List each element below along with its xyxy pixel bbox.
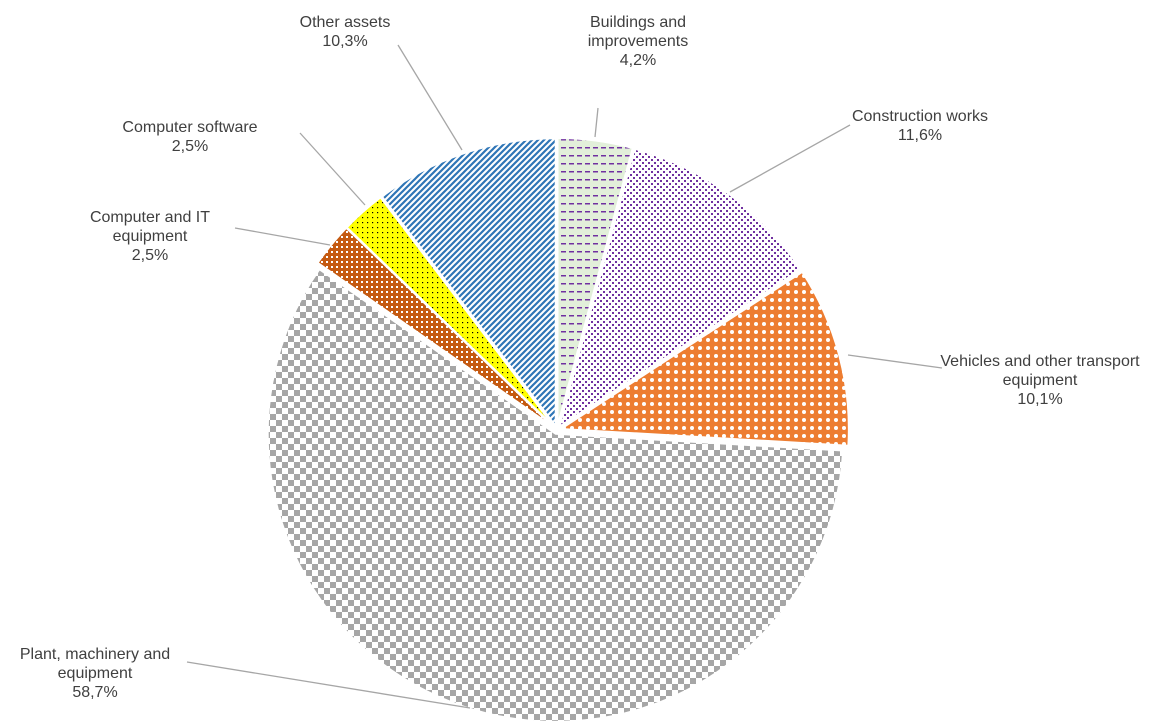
leader-line: [397, 44, 463, 151]
category-label: Construction works: [851, 108, 989, 125]
value-label: 10,3%: [322, 33, 368, 50]
value-label: 10,1%: [1017, 391, 1063, 408]
pie-slice: [557, 147, 803, 430]
pie-slice: [556, 137, 634, 427]
value-label: 58,7%: [72, 684, 118, 701]
leader-line: [186, 661, 471, 709]
category-label: Other assets: [299, 14, 391, 31]
value-label: 4,2%: [619, 52, 657, 69]
category-label: Vehicles and other transport equipment: [940, 353, 1140, 389]
category-label: Buildings and improvements: [587, 14, 689, 50]
category-label: Computer software: [122, 119, 258, 136]
pie-slice: [345, 195, 556, 428]
leader-line: [594, 107, 599, 138]
data-label: Other assets 10,3%: [275, 13, 415, 51]
pie-slice: [380, 137, 557, 430]
value-label: 11,6%: [897, 127, 943, 144]
data-label: Computer software 2,5%: [85, 118, 295, 156]
data-label: Plant, machinery and equipment 58,7%: [0, 645, 190, 702]
leader-line: [234, 227, 331, 246]
value-label: 2,5%: [131, 247, 169, 264]
data-label: Computer and IT equipment 2,5%: [55, 208, 245, 265]
data-label: Buildings and improvements 4,2%: [558, 13, 718, 70]
category-label: Plant, machinery and equipment: [19, 646, 171, 682]
leader-line: [299, 132, 366, 206]
data-label: Vehicles and other transport equipment 10…: [930, 352, 1150, 409]
pie-slice: [266, 267, 845, 723]
category-label: Computer and IT equipment: [89, 209, 211, 245]
value-label: 2,5%: [171, 138, 209, 155]
leader-line: [847, 354, 943, 369]
pie-slice: [557, 270, 850, 447]
data-label: Construction works 11,6%: [820, 107, 1020, 145]
leader-line: [729, 124, 851, 193]
